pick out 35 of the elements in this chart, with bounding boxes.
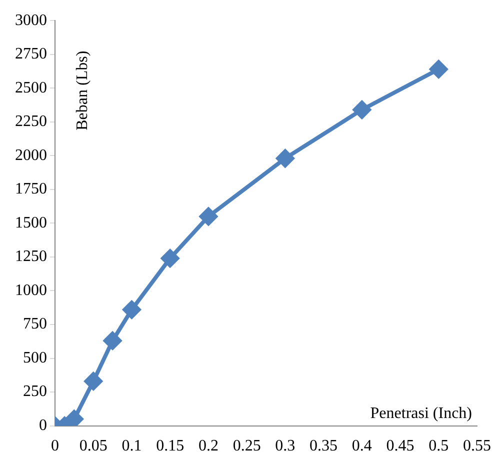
x-tick-label: 0.45	[386, 438, 414, 455]
y-tick-label: 2750	[15, 46, 47, 63]
y-tick-label: 3000	[15, 12, 47, 29]
point	[276, 149, 294, 168]
x-tick-label: 0	[51, 438, 59, 455]
y-axis-title: Beban (Lbs)	[74, 50, 92, 130]
point	[352, 100, 371, 119]
y-tick-label: 750	[23, 316, 47, 333]
y-tick-label: 500	[23, 349, 47, 366]
point	[84, 372, 102, 390]
y-tick-label: 2250	[15, 113, 47, 130]
x-tick-label: 0.25	[232, 438, 261, 455]
point	[104, 332, 122, 350]
y-tick-label: 250	[23, 383, 47, 400]
x-tick-label: 0.05	[79, 438, 108, 455]
point	[161, 249, 180, 268]
y-tick-label: 1500	[15, 214, 47, 232]
x-tick-label: 0.3	[275, 438, 296, 455]
y-tick-label: 1000	[15, 282, 47, 299]
point	[199, 207, 218, 226]
x-tick-label: 0.2	[198, 438, 218, 455]
y-tick-label: 0	[39, 417, 47, 434]
point	[430, 60, 448, 78]
point	[122, 300, 141, 319]
y-tick-label: 1750	[15, 180, 47, 198]
y-tick-label: 1250	[15, 248, 47, 266]
x-tick-label: 0.4	[352, 438, 372, 455]
y-tick-label: 2000	[15, 146, 47, 164]
x-tick-label: 0.35	[310, 438, 338, 455]
x-axis-title: Penetrasi (Inch)	[370, 405, 472, 422]
x-tick-label: 0.55	[463, 438, 491, 455]
x-tick-label: 0.15	[156, 438, 184, 455]
y-tick-label: 2500	[15, 79, 47, 96]
x-tick-label: 0.1	[122, 438, 142, 455]
x-tick-label: 0.5	[428, 438, 449, 455]
